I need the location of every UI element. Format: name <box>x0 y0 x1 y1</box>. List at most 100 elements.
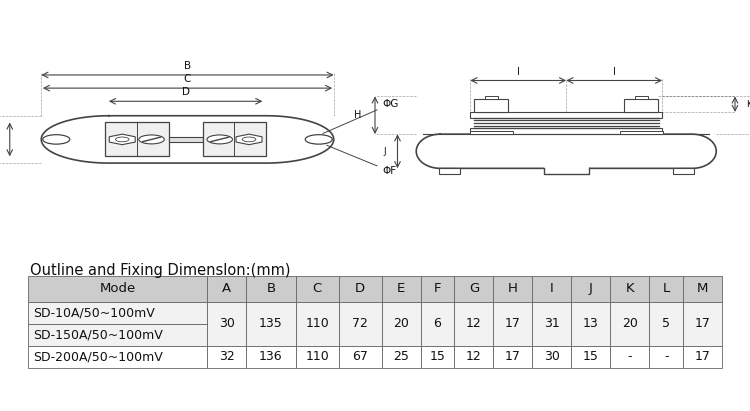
Bar <box>28 276 208 302</box>
Text: 15: 15 <box>430 351 445 363</box>
Bar <box>246 276 296 302</box>
Text: L: L <box>662 282 670 296</box>
Text: 30: 30 <box>544 351 560 363</box>
Text: K: K <box>746 99 750 109</box>
Bar <box>494 302 532 346</box>
Text: 25: 25 <box>393 351 409 363</box>
Bar <box>673 169 694 174</box>
Bar <box>338 302 382 346</box>
Text: SD-150A/50~100mV: SD-150A/50~100mV <box>33 328 163 342</box>
Bar <box>650 276 683 302</box>
Bar <box>474 99 508 112</box>
Text: C: C <box>313 282 322 296</box>
Bar <box>338 276 382 302</box>
Bar <box>421 346 454 368</box>
Text: Mode: Mode <box>100 282 136 296</box>
Text: 13: 13 <box>583 317 598 330</box>
Text: H: H <box>508 282 518 296</box>
Text: 67: 67 <box>352 351 368 363</box>
Text: I: I <box>517 67 520 76</box>
Text: SD-10A/50~100mV: SD-10A/50~100mV <box>33 306 154 319</box>
Bar <box>532 302 572 346</box>
Text: 12: 12 <box>466 317 482 330</box>
Bar <box>208 302 246 346</box>
Bar <box>296 346 338 368</box>
Bar <box>470 128 662 134</box>
Text: A: A <box>222 282 232 296</box>
Bar <box>454 302 494 346</box>
Bar <box>634 96 648 99</box>
Bar <box>683 276 722 302</box>
Bar <box>439 169 460 174</box>
Bar <box>454 346 494 368</box>
Circle shape <box>305 135 332 144</box>
Text: 17: 17 <box>694 317 710 330</box>
Bar <box>454 276 494 302</box>
Text: G: G <box>469 282 479 296</box>
Bar <box>650 302 683 346</box>
Bar <box>246 302 296 346</box>
Bar <box>296 276 338 302</box>
Text: 17: 17 <box>505 351 520 363</box>
Text: 110: 110 <box>305 351 329 363</box>
Bar <box>421 276 454 302</box>
Text: 5: 5 <box>662 317 670 330</box>
Bar <box>625 99 658 112</box>
Text: B: B <box>266 282 275 296</box>
Polygon shape <box>110 134 135 145</box>
Text: 15: 15 <box>583 351 598 363</box>
Bar <box>572 276 610 302</box>
Text: D: D <box>182 87 190 97</box>
Bar <box>28 346 208 368</box>
Text: 110: 110 <box>305 317 329 330</box>
Polygon shape <box>41 116 334 163</box>
Bar <box>532 276 572 302</box>
Bar <box>246 346 296 368</box>
Text: 72: 72 <box>352 317 368 330</box>
Text: 12: 12 <box>466 351 482 363</box>
Bar <box>382 346 421 368</box>
Text: 20: 20 <box>393 317 409 330</box>
Bar <box>610 346 650 368</box>
Bar <box>421 302 454 346</box>
Bar <box>470 112 662 118</box>
Text: 32: 32 <box>219 351 235 363</box>
Text: 17: 17 <box>694 351 710 363</box>
Text: 17: 17 <box>505 317 520 330</box>
Bar <box>208 276 246 302</box>
Bar <box>610 302 650 346</box>
Bar <box>683 346 722 368</box>
Bar <box>494 276 532 302</box>
Bar <box>650 346 683 368</box>
Polygon shape <box>236 134 262 145</box>
Bar <box>169 137 202 141</box>
Circle shape <box>116 137 129 142</box>
Text: 6: 6 <box>433 317 442 330</box>
Bar <box>382 302 421 346</box>
Circle shape <box>207 135 232 144</box>
Bar <box>532 346 572 368</box>
Bar <box>470 131 513 134</box>
Bar <box>572 346 610 368</box>
Bar <box>572 302 610 346</box>
Text: SD-200A/50~100mV: SD-200A/50~100mV <box>33 351 163 363</box>
Text: M: M <box>697 282 708 296</box>
Text: ΦG: ΦG <box>322 99 399 134</box>
Bar <box>620 131 663 134</box>
Bar <box>208 346 246 368</box>
Bar <box>484 96 498 99</box>
Text: I: I <box>550 282 554 296</box>
Text: 30: 30 <box>219 317 235 330</box>
Bar <box>338 346 382 368</box>
Bar <box>28 324 208 346</box>
Bar <box>683 302 722 346</box>
Bar <box>105 122 169 157</box>
Bar <box>544 167 589 174</box>
Text: D: D <box>355 282 365 296</box>
Text: 31: 31 <box>544 317 560 330</box>
Text: E: E <box>397 282 405 296</box>
Bar <box>610 276 650 302</box>
Text: 136: 136 <box>260 351 283 363</box>
Text: I: I <box>613 67 616 76</box>
Bar <box>382 276 421 302</box>
